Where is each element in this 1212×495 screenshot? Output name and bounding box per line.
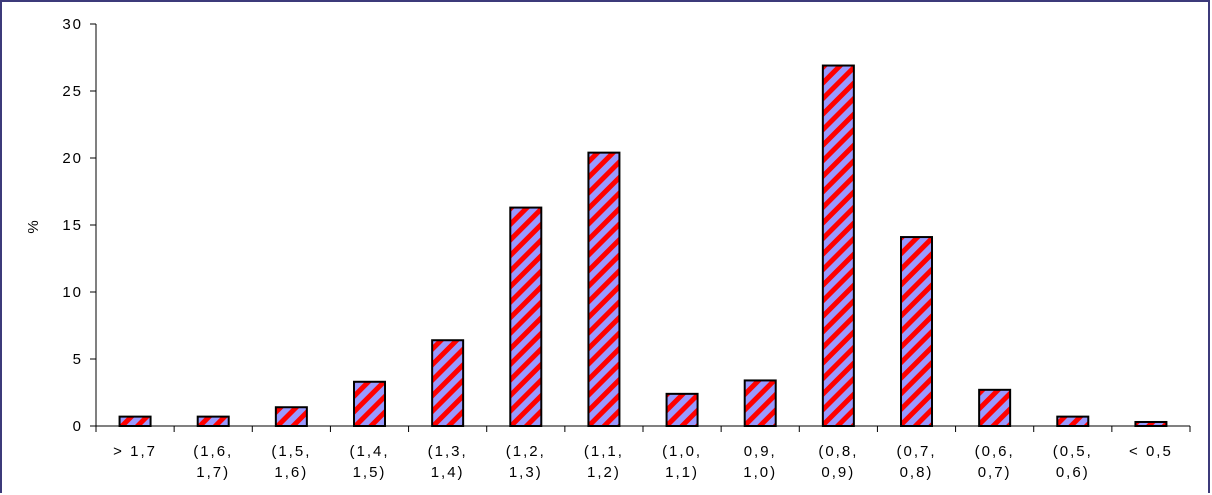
y-tick-label: 5 (73, 351, 83, 368)
bar (978, 388, 1012, 428)
bar (196, 415, 230, 427)
x-tick-label: (1,2, (506, 443, 546, 460)
x-tick-label: 0,6) (1056, 464, 1090, 481)
x-tick-label: (0,7, (896, 443, 936, 460)
x-tick-label: (0,5, (1053, 443, 1093, 460)
x-tick-label: 1,7) (196, 464, 230, 481)
x-tick-label: > 1,7 (113, 443, 157, 460)
axes: 0 5 10 15 20 25 30 (62, 16, 1191, 435)
x-tick-label: (1,6, (193, 443, 233, 460)
x-tick-label: (1,3, (428, 443, 468, 460)
x-tick-label: 0,9) (821, 464, 855, 481)
x-tick-label: 1,3) (509, 464, 543, 481)
x-tick-label: < 0,5 (1129, 443, 1173, 460)
bar (743, 379, 777, 428)
bar (509, 206, 543, 427)
y-tick-label: 20 (62, 150, 83, 167)
bar (1134, 420, 1168, 428)
x-tick-label: 0,8) (900, 464, 934, 481)
bar (665, 392, 699, 427)
y-tick-label: 10 (62, 284, 83, 301)
bar (274, 406, 308, 427)
x-tick-labels: > 1,7 (1,6, 1,7) (1,5, 1,6) (1,4, 1,5) (1,3, 1,4… (113, 443, 1173, 481)
x-tick-label: (1,5, (271, 443, 311, 460)
y-tick-label: 25 (62, 83, 83, 100)
x-tick-label: (0,8, (818, 443, 858, 460)
x-tick-label: (1,0, (662, 443, 702, 460)
bar (1056, 415, 1090, 427)
x-tick-label: 0,9, (744, 443, 777, 460)
x-tick-label: 1,6) (274, 464, 308, 481)
bar (900, 236, 933, 427)
x-tick-label: 0,7) (978, 464, 1012, 481)
bar (431, 339, 465, 427)
x-tick-label: (1,4, (349, 443, 389, 460)
x-tick-label: (0,6, (975, 443, 1015, 460)
bar (587, 151, 621, 427)
bars (118, 64, 1168, 428)
y-axis-label: % (25, 218, 42, 233)
x-tick-label: 1,2) (587, 464, 621, 481)
y-tick-label: 30 (62, 16, 83, 33)
x-tick-label: 1,0) (743, 464, 777, 481)
y-tick-label: 15 (62, 217, 83, 234)
bar (353, 380, 386, 427)
x-tick-label: 1,5) (353, 464, 387, 481)
bar (118, 415, 152, 427)
y-tick-label: 0 (73, 418, 83, 435)
x-tick-label: 1,1) (665, 464, 699, 481)
x-tick-label: (1,1, (584, 443, 624, 460)
bar (821, 64, 855, 427)
x-tick-label: 1,4) (431, 464, 465, 481)
